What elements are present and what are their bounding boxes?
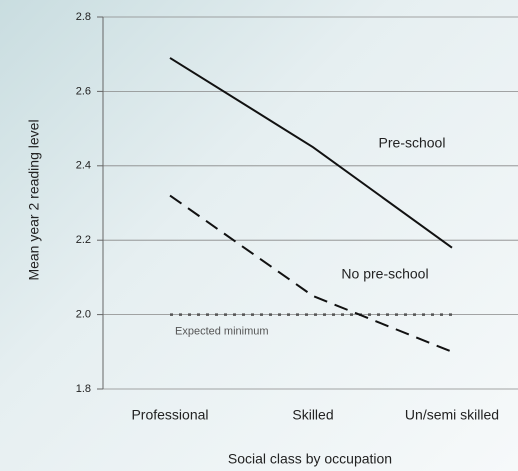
y-tick-label: 2.2 [76, 234, 91, 246]
series-line [169, 57, 453, 249]
series-line [169, 194, 453, 353]
y-tick-label: 2.6 [76, 85, 91, 97]
y-tick-label: 2.8 [76, 11, 91, 23]
x-tick-label: Skilled [292, 407, 333, 423]
y-axis-label: Mean year 2 reading level [26, 119, 42, 280]
x-axis-label: Social class by occupation [228, 451, 392, 467]
reference-label: Expected minimum [175, 326, 269, 338]
y-tick-label: 1.8 [76, 383, 91, 395]
y-tick-label: 2.4 [76, 160, 91, 172]
x-tick-label: Un/semi skilled [405, 407, 499, 423]
series-label: No pre-school [341, 266, 428, 282]
x-tick-label: Professional [131, 407, 208, 423]
y-tick-label: 2.0 [76, 309, 91, 321]
series-label: Pre-school [379, 135, 446, 151]
